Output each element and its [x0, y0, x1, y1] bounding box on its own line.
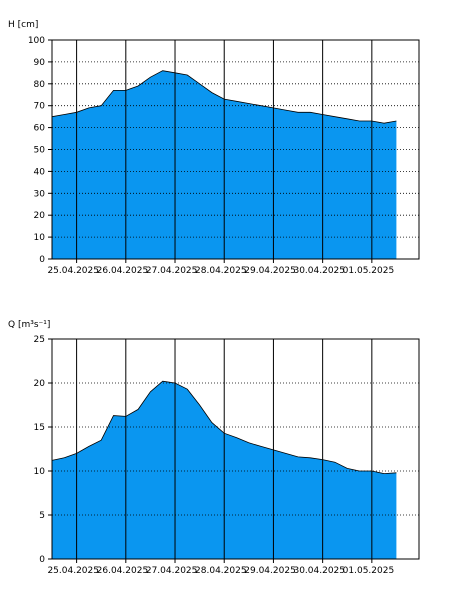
- x-tick-label: 29.04.2025: [244, 566, 296, 576]
- y-tick-label: 10: [34, 467, 46, 477]
- y-tick-label: 20: [34, 379, 46, 389]
- y-tick-label: 25: [34, 335, 45, 345]
- x-tick-label: 28.04.2025: [195, 566, 247, 576]
- y-tick-label: 15: [34, 423, 45, 433]
- x-tick-label: 27.04.2025: [146, 266, 198, 276]
- y-tick-label: 0: [39, 555, 45, 565]
- plot-frame: [51, 39, 420, 260]
- y-tick-label: 5: [39, 511, 45, 521]
- x-tick-label: 01.05.2025: [343, 566, 395, 576]
- chart-panel-2: 0 5 10 15 20 25 25.04.202526.04.202527.04.2025…: [8, 320, 420, 576]
- y-tick-label: 0: [39, 255, 45, 265]
- x-tick-label: 27.04.2025: [146, 566, 198, 576]
- y-axis-label: H [cm]: [8, 20, 38, 30]
- y-tick-label: 80: [34, 80, 46, 90]
- x-tick-label: 30.04.2025: [293, 266, 345, 276]
- y-tick-label: 40: [34, 167, 46, 177]
- y-tick-label: 50: [34, 146, 46, 156]
- x-tick-label: 29.04.2025: [244, 266, 296, 276]
- x-tick-label: 01.05.2025: [343, 266, 395, 276]
- plot-frame: [51, 338, 420, 560]
- x-tick-label: 25.04.2025: [47, 266, 99, 276]
- y-tick-label: 90: [34, 58, 46, 68]
- x-tick-label: 30.04.2025: [293, 566, 345, 576]
- x-tick-label: 26.04.2025: [97, 266, 149, 276]
- y-tick-label: 60: [34, 124, 46, 134]
- y-tick-label: 30: [34, 189, 46, 199]
- x-tick-label: 25.04.2025: [47, 566, 99, 576]
- y-tick-label: 100: [28, 36, 45, 46]
- x-tick-label: 28.04.2025: [195, 266, 247, 276]
- y-axis-label: Q [m³s⁻¹]: [8, 320, 50, 330]
- x-tick-label: 26.04.2025: [97, 566, 149, 576]
- chart-panel-1: 0 10 20 30 40 50 60 70 80 90 100 25.04.202526.04.20…: [8, 20, 420, 276]
- y-tick-label: 20: [34, 211, 46, 221]
- y-tick-label: 10: [34, 233, 46, 243]
- y-tick-label: 70: [34, 102, 46, 112]
